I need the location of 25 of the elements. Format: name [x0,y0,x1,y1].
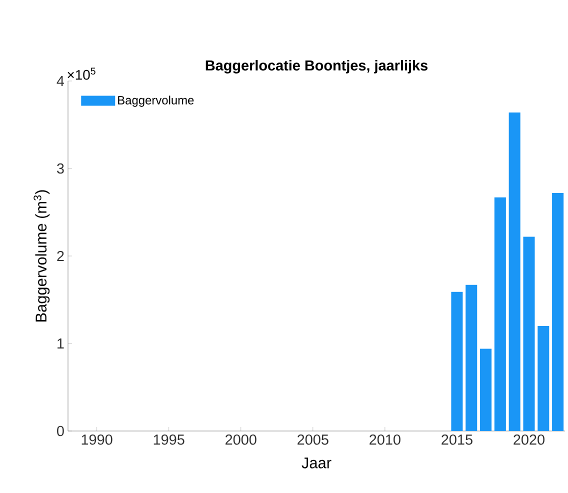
y-tick-label: 1 [58,338,64,348]
x-tick-label: 2010 [370,434,400,445]
x-axis-title: Jaar [302,458,332,468]
chart-title: Baggerlocatie Boontjes, jaarlijks [206,60,428,74]
bar [451,292,463,431]
bar [494,197,506,431]
x-tick-label: 1990 [82,434,112,445]
bar [538,326,550,431]
bar [480,348,492,431]
x-tick-label: 2020 [514,434,544,445]
x-tick-label: 2000 [226,434,256,445]
bar [508,112,520,431]
y-tick-label: 4 [56,76,64,86]
x-tick-label: 2005 [298,434,328,445]
y-axis-title: Baggervolume (m$^{3}$) [34,190,50,322]
bar [466,284,478,431]
text: ×10$^{5}$ [68,68,96,80]
bar [523,236,535,431]
x-tick-label: 1995 [154,434,184,445]
y-tick-label: 0 [57,426,64,436]
y-tick-label: 2 [57,250,64,262]
x-tick-label: 2015 [442,434,472,445]
bar [552,192,564,431]
y-tick-label: 3 [56,163,64,174]
legend-label: Baggervolume [118,96,194,107]
